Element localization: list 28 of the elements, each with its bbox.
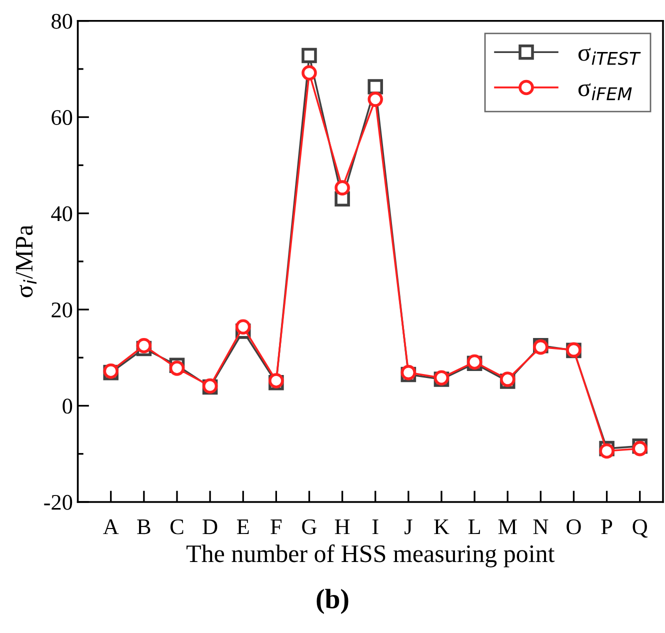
x-tick-label: M [498, 520, 517, 534]
x-tick-label: E [236, 520, 249, 534]
x-tick-label: L [468, 520, 480, 534]
x-axis-title: The number of HSS measuring point [186, 544, 555, 568]
y-tick-label: 20 [52, 302, 72, 318]
y-axis-title: σ$_{i}$/MPa [16, 225, 37, 298]
text: (b) [316, 588, 348, 614]
y-tick-label: 0 [62, 398, 72, 414]
x-tick-label: K [434, 520, 450, 534]
x-tick-label: F [270, 520, 282, 534]
x-tick-label: H [334, 520, 350, 534]
x-tick-label: D [202, 520, 218, 534]
x-tick-label: C [170, 519, 184, 534]
x-tick-label: Q [632, 519, 648, 538]
x-tick-label: B [137, 520, 150, 534]
x-tick-label: A [103, 519, 119, 534]
y-tick-label: 40 [51, 206, 72, 222]
y-tick-label: 60 [52, 110, 72, 126]
x-tick-label: N [533, 520, 548, 534]
y-tick-label: -20 [44, 494, 72, 510]
x-tick-label: O [566, 519, 581, 534]
x-tick-label: G [302, 519, 317, 534]
x-tick-label: P [601, 520, 612, 534]
legend-label: σ$_{iFEM}$ [578, 83, 632, 100]
x-tick-label: I [372, 520, 378, 534]
y-tick-label: 80 [52, 14, 72, 29]
legend-label: σ$_{iTEST}$ [578, 48, 641, 66]
x-tick-label: J [404, 520, 412, 534]
